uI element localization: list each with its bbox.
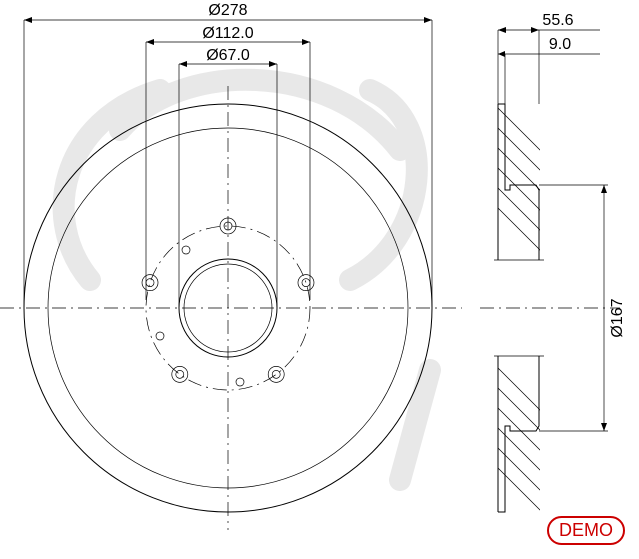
section-hatch (490, 100, 550, 520)
dim-thickness: 9.0 (549, 36, 571, 53)
demo-label: DEMO (559, 520, 613, 540)
dim-hat-dia: Ø167 (609, 298, 626, 337)
dim-bcd: Ø112.0 (202, 25, 253, 42)
demo-badge: DEMO (547, 516, 625, 545)
dim-hat-offset: 55.6 (542, 12, 573, 29)
dim-hub-bore: Ø67.0 (206, 47, 250, 64)
dim-outer-dia: Ø278 (208, 2, 247, 19)
drawing-canvas: Ø278 Ø112.0 Ø67.0 55.6 9.0 (0, 0, 639, 559)
watermark (64, 80, 430, 480)
side-view: 55.6 9.0 (480, 12, 626, 520)
